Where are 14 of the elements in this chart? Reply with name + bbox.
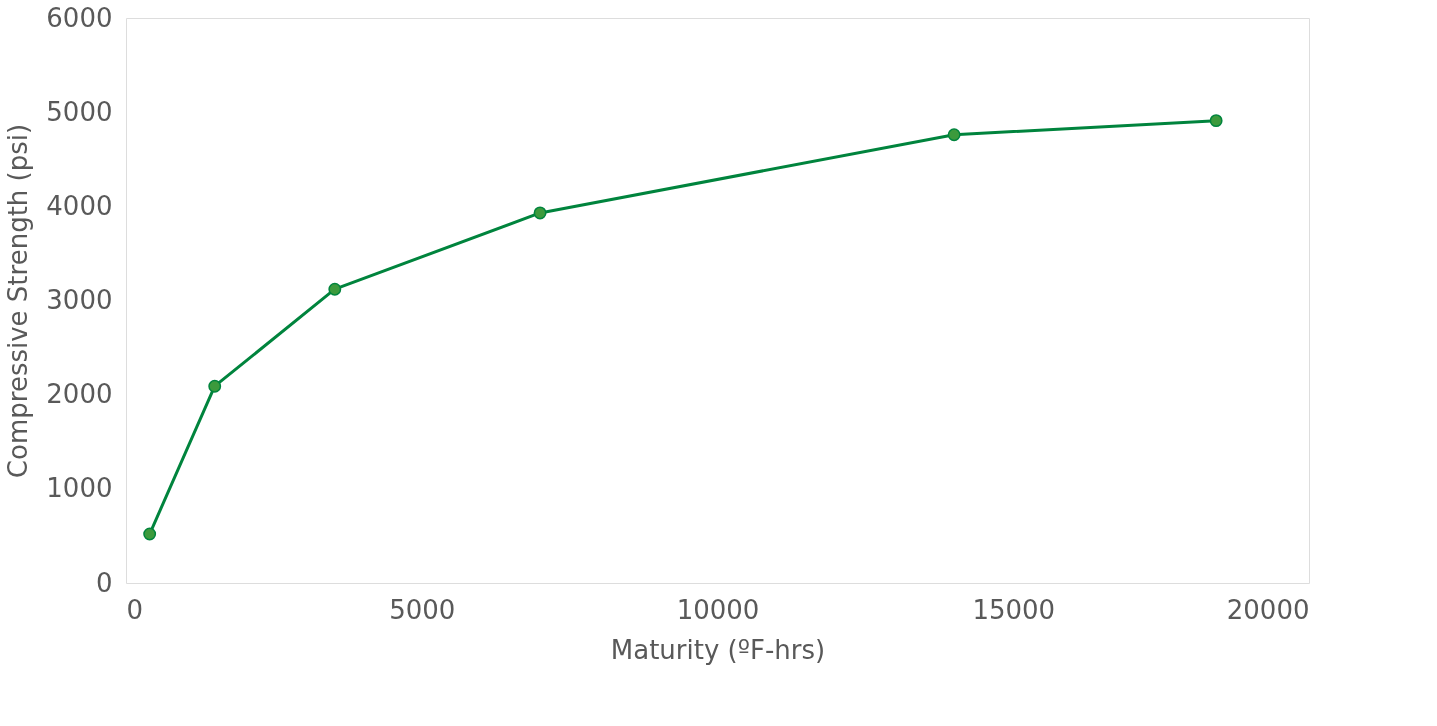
x-tick-label: 15000: [972, 594, 1056, 625]
x-axis-title: Maturity (ºF-hrs): [610, 634, 826, 665]
x-tick-label: 5000: [389, 594, 456, 625]
x-tick-label: 20000: [1226, 594, 1310, 625]
y-tick-label: 3000: [46, 285, 113, 315]
y-tick-label: 6000: [46, 2, 113, 33]
y-tick-label: 2000: [46, 379, 113, 410]
x-tick-label: 10000: [676, 594, 760, 625]
x-tick-label: 0: [126, 594, 144, 625]
y-tick-label: 5000: [46, 96, 113, 127]
y-tick-label: 0: [95, 567, 113, 598]
y-axis-title: Compressive Strength (psi): [3, 123, 34, 479]
y-tick-label: 1000: [46, 473, 113, 504]
y-tick-label: 4000: [46, 190, 113, 221]
